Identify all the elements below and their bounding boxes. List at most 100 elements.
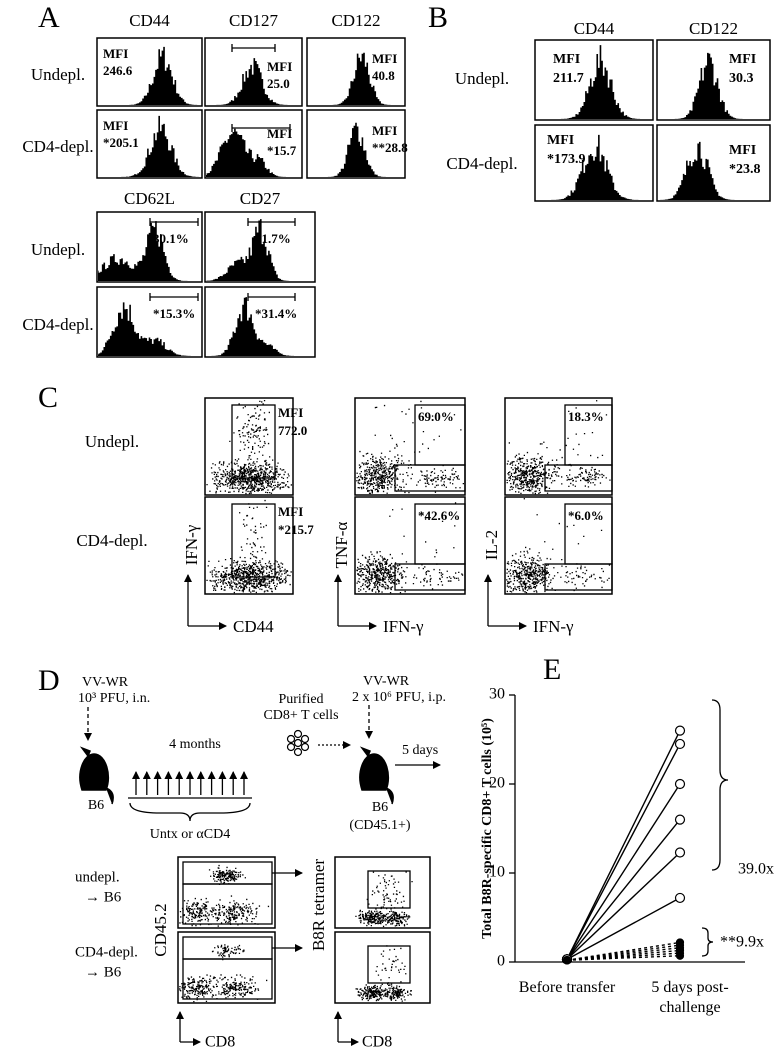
gate <box>367 870 411 909</box>
percent-label: *6.0% <box>568 508 604 523</box>
mouse-icon <box>79 746 114 805</box>
dot-plot <box>179 944 268 1003</box>
row-label: CD4-depl. <box>22 315 93 334</box>
series-line <box>566 852 681 960</box>
series-line <box>566 897 681 960</box>
mouse-label: B6 <box>88 798 104 813</box>
data-point <box>562 956 572 965</box>
mfi-value: 211.7 <box>553 71 584 86</box>
plot-frame <box>656 39 771 121</box>
column-header: CD122 <box>689 19 738 38</box>
column-header: CD122 <box>331 11 380 30</box>
series-line <box>566 955 681 961</box>
histogram <box>658 141 770 200</box>
plot-frame <box>306 37 406 107</box>
column-header: CD62L <box>124 189 175 208</box>
row-label: → B6 <box>85 889 122 905</box>
readout-label: 5 days <box>402 743 438 758</box>
row-label: CD4-depl. <box>76 531 147 550</box>
mfi-value: 30.3 <box>729 71 754 86</box>
data-point <box>674 847 686 858</box>
panel-label: E <box>543 653 561 686</box>
mfi-label: MFI <box>372 123 397 138</box>
percent-label: 51.7% <box>255 231 291 246</box>
dose-label: 10³ PFU, i.n. <box>78 691 150 706</box>
row-label: CD4-depl. <box>446 154 517 173</box>
mfi-label: MFI <box>278 405 303 420</box>
plot-frame <box>204 211 316 283</box>
cell-icon <box>293 729 303 739</box>
y-tick-label: 20 <box>489 775 505 792</box>
cell-icon <box>300 734 310 744</box>
y-axis-label: B8R tetramer <box>309 859 328 951</box>
panel-label: D <box>38 664 60 697</box>
gate <box>182 883 273 925</box>
plot-frame <box>334 856 431 929</box>
mfi-label: MFI <box>372 51 397 66</box>
percent-label: *31.4% <box>255 306 297 321</box>
annotation: 39.0x <box>738 861 774 878</box>
row-label: Undepl. <box>31 65 85 84</box>
histogram <box>536 45 653 119</box>
percent-label: 18.3% <box>568 409 604 424</box>
plot-frame <box>177 856 276 929</box>
histogram <box>206 219 315 281</box>
percent-label: 69.0% <box>418 409 454 424</box>
mfi-value: 25.0 <box>267 76 290 91</box>
mfi-label: MFI <box>103 118 128 133</box>
mfi-value: *15.7 <box>267 143 297 158</box>
gate <box>394 464 466 492</box>
y-axis-label: CD45.2 <box>151 903 170 956</box>
histogram <box>98 221 202 281</box>
histogram <box>206 297 315 356</box>
x-axis-label: CD8 <box>205 1034 235 1050</box>
series-line <box>566 730 681 960</box>
plot-frame <box>534 124 654 202</box>
percent-label: *15.3% <box>153 306 195 321</box>
mfi-value: *173.9 <box>547 152 586 167</box>
mfi-value: *205.1 <box>103 135 139 150</box>
mfi-label: MFI <box>729 143 756 158</box>
y-tick-label: 30 <box>489 686 505 703</box>
data-point <box>675 951 685 960</box>
histogram <box>98 115 202 177</box>
plot-frame <box>96 211 203 283</box>
treatment-label: Untx or αCD4 <box>150 827 230 842</box>
plot-frame <box>534 39 654 121</box>
row-label: CD4-depl. <box>75 944 138 960</box>
mfi-value: 40.8 <box>372 68 395 83</box>
mfi-label: MFI <box>278 504 303 519</box>
row-label: Undepl. <box>455 69 509 88</box>
mfi-label: MFI <box>267 126 292 141</box>
plot-frame <box>177 931 276 1004</box>
cell-icon <box>286 734 296 744</box>
brace <box>129 802 251 822</box>
histogram <box>308 52 405 105</box>
mfi-label: MFI <box>103 46 128 61</box>
data-point <box>674 725 686 736</box>
mouse-icon <box>359 746 394 805</box>
dot-plot <box>179 864 270 927</box>
transfer-label: Purified <box>278 692 323 707</box>
histogram <box>206 58 302 105</box>
strain-label: (CD45.1+) <box>349 818 411 833</box>
dot-plot <box>206 499 292 594</box>
mouse-label: B6 <box>372 800 388 815</box>
x-tick-label: 5 days post-challenge <box>651 979 729 1016</box>
row-label: CD4-depl. <box>22 137 93 156</box>
mfi-label: MFI <box>729 52 756 67</box>
series-line <box>566 949 681 961</box>
plot-frame <box>656 124 771 202</box>
histogram <box>658 52 770 119</box>
column-header: CD44 <box>129 11 170 30</box>
dot-plot <box>506 400 611 495</box>
mfi-value: **28.8 <box>372 140 408 155</box>
data-point <box>674 778 686 790</box>
gate <box>231 404 276 479</box>
transfer-label: CD8+ T cells <box>263 708 338 723</box>
y-axis-title: Total B8R-specific CD8+ T cells (10⁵) <box>480 718 495 939</box>
gate <box>367 945 411 984</box>
percent-label: *42.6% <box>418 508 460 523</box>
brace <box>711 699 729 871</box>
